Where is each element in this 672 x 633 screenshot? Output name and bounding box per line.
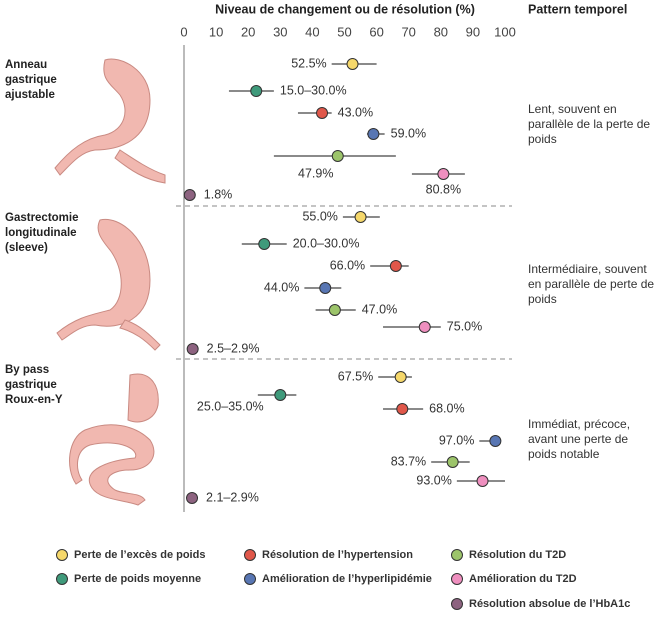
pattern-text: poids	[528, 132, 557, 146]
legend-label: Résolution de l’hypertension	[262, 549, 413, 561]
dot	[389, 260, 402, 272]
legend-label: Perte de poids moyenne	[74, 573, 201, 585]
value-label: 43.0%	[338, 105, 373, 119]
x-tick-label: 10	[209, 24, 223, 39]
value-label: 47.0%	[362, 302, 397, 316]
x-tick-label: 0	[180, 24, 187, 39]
value-label: 83.7%	[391, 454, 426, 468]
chart-title: Niveau de changement ou de résolution (%…	[215, 2, 475, 16]
dot	[316, 107, 329, 119]
x-tick-label: 90	[466, 24, 480, 39]
group-label: Roux-en-Y	[5, 394, 63, 406]
dot	[354, 211, 367, 223]
dot	[331, 150, 344, 162]
dot	[186, 343, 199, 355]
pattern-text: parallèle de la perte de	[528, 117, 650, 131]
x-tick-label: 30	[273, 24, 287, 39]
dot	[418, 321, 431, 333]
value-label: 80.8%	[426, 182, 461, 196]
value-label: 93.0%	[416, 473, 451, 487]
value-label: 1.8%	[204, 187, 233, 201]
illustrations	[54, 58, 166, 506]
legend-swatch	[244, 549, 256, 561]
dot	[476, 475, 489, 487]
value-label: 15.0–30.0%	[280, 83, 347, 97]
group-label: Anneau	[5, 59, 47, 71]
dot	[250, 85, 263, 97]
legend-swatch	[56, 573, 68, 585]
value-label: 2.5–2.9%	[207, 341, 260, 355]
pattern-text: Intermédiaire, souvent	[528, 262, 647, 276]
dot	[396, 403, 409, 415]
dot	[319, 282, 332, 294]
dot	[346, 58, 359, 70]
legend-label: Perte de l’excès de poids	[74, 549, 205, 561]
value-label: 47.9%	[298, 166, 333, 180]
group-label: ajustable	[5, 89, 55, 101]
legend-swatch	[244, 573, 256, 585]
group-label: gastrique	[5, 74, 57, 86]
x-tick-label: 100	[494, 24, 516, 39]
dot	[489, 435, 502, 447]
pattern-text: avant une perte de	[528, 432, 628, 446]
legend-label: Résolution absolue de l’HbA1c	[469, 598, 630, 610]
value-label: 68.0%	[429, 401, 464, 415]
pattern-text: poids notable	[528, 447, 600, 461]
value-label: 20.0–30.0%	[293, 236, 360, 250]
dot	[394, 371, 407, 383]
legend-swatch	[451, 549, 463, 561]
group-label: gastrique	[5, 379, 57, 391]
dot	[258, 238, 271, 250]
value-label: 67.5%	[338, 369, 373, 383]
x-tick-label: 50	[337, 24, 351, 39]
value-label: 44.0%	[264, 280, 299, 294]
dot	[186, 492, 199, 504]
dot	[183, 189, 196, 201]
legend-label: Amélioration de l’hyperlipidémie	[262, 573, 432, 585]
pattern-text: poids	[528, 292, 557, 306]
legend-label: Amélioration du T2D	[469, 573, 577, 585]
legend-swatch	[56, 549, 68, 561]
legend-label: Résolution du T2D	[469, 549, 566, 561]
value-label: 75.0%	[447, 319, 482, 333]
legend-swatch	[451, 573, 463, 585]
legend-swatch	[451, 598, 463, 610]
x-tick-label: 70	[401, 24, 415, 39]
group-label: longitudinale	[5, 227, 77, 239]
group-label: Gastrectomie	[5, 212, 79, 224]
dot	[328, 304, 341, 316]
dot	[437, 168, 450, 180]
group-label: (sleeve)	[5, 242, 48, 254]
group-label: By pass	[5, 364, 49, 376]
value-label: 97.0%	[439, 433, 474, 447]
pattern-text: en parallèle de perte de	[528, 277, 654, 291]
x-tick-label: 80	[434, 24, 448, 39]
value-label: 52.5%	[291, 56, 326, 70]
value-label: 55.0%	[302, 209, 337, 223]
pattern-header: Pattern temporel	[528, 2, 627, 16]
pattern-text: Lent, souvent en	[528, 102, 617, 116]
x-tick-label: 40	[305, 24, 319, 39]
x-tick-label: 20	[241, 24, 255, 39]
pattern-text: Immédiat, précoce,	[528, 417, 630, 431]
dot	[274, 389, 287, 401]
x-tick-label: 60	[369, 24, 383, 39]
dot	[446, 456, 459, 468]
value-label: 59.0%	[391, 126, 426, 140]
value-label: 25.0–35.0%	[197, 399, 264, 413]
value-label: 2.1–2.9%	[206, 490, 259, 504]
dot	[367, 128, 380, 140]
value-label: 66.0%	[330, 258, 365, 272]
